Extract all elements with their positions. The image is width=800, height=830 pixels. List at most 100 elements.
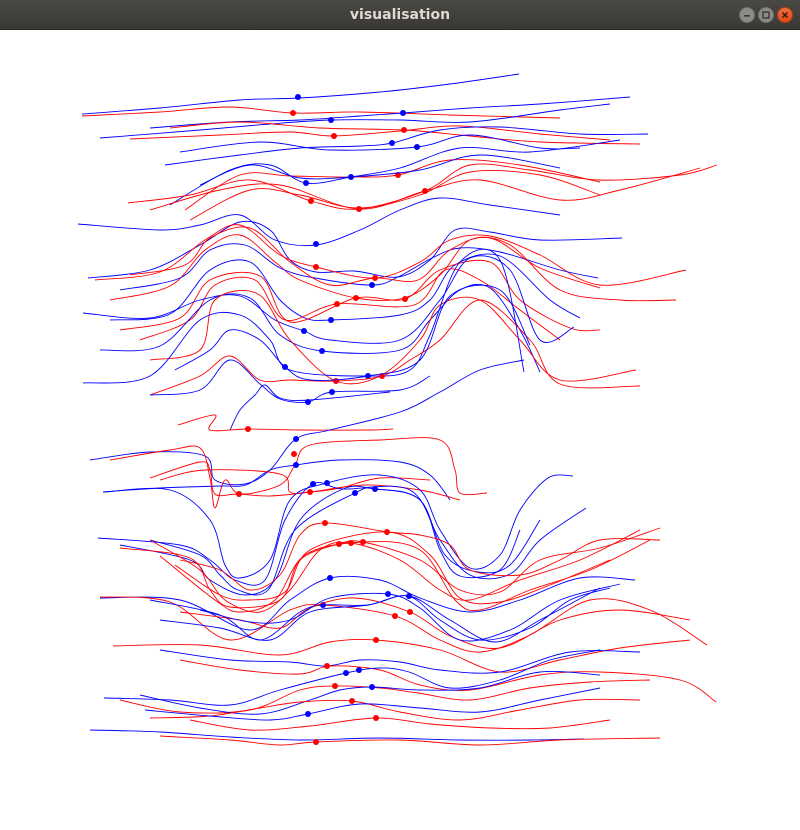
red-marker (307, 489, 313, 495)
blue-marker (282, 364, 288, 370)
red-curve-4 (129, 125, 611, 141)
blue-curve-7 (179, 134, 581, 153)
blue-marker (328, 317, 334, 323)
blue-marker (295, 94, 301, 100)
blue-marker (389, 140, 395, 146)
window-titlebar[interactable]: visualisation (0, 0, 800, 30)
blue-curve-57 (139, 671, 601, 715)
red-marker (245, 426, 251, 432)
red-marker (332, 683, 338, 689)
red-marker (422, 188, 428, 194)
blue-curve-6 (164, 126, 649, 166)
blue-marker (348, 174, 354, 180)
blue-marker (372, 486, 378, 492)
blue-curve-29 (149, 359, 431, 403)
blue-curve-0 (81, 73, 520, 115)
red-marker (356, 206, 362, 212)
blue-curve-50 (199, 583, 621, 642)
blue-marker (400, 110, 406, 116)
blue-curve-37 (103, 474, 574, 579)
red-marker (324, 663, 330, 669)
red-curve-44 (159, 539, 651, 613)
red-marker (392, 613, 398, 619)
window-title: visualisation (349, 7, 451, 23)
red-marker (384, 529, 390, 535)
blue-curve-38 (97, 481, 587, 586)
blue-marker (293, 462, 299, 468)
red-curve-17 (109, 234, 677, 302)
red-curve-45 (174, 531, 611, 605)
close-button[interactable] (777, 7, 793, 23)
blue-curve-34 (102, 459, 451, 501)
red-marker (373, 715, 379, 721)
blue-marker (329, 389, 335, 395)
red-marker (334, 301, 340, 307)
red-marker (308, 198, 314, 204)
red-curve-60 (189, 717, 611, 731)
blue-curve-55 (103, 649, 601, 706)
red-marker (331, 133, 337, 139)
close-icon (781, 11, 789, 19)
red-marker (401, 127, 407, 133)
blue-marker (303, 180, 309, 186)
blue-curve-14 (77, 197, 561, 247)
red-curve-22 (119, 259, 601, 332)
blue-marker (352, 490, 358, 496)
blue-marker (313, 241, 319, 247)
blue-curve-61 (89, 729, 585, 741)
blue-curve-46 (99, 575, 636, 631)
red-curve-13 (189, 170, 601, 221)
red-curve-52 (112, 638, 691, 673)
blue-curve-3 (99, 103, 611, 139)
blue-marker (319, 348, 325, 354)
blue-curve-40 (119, 485, 541, 596)
red-curve-41 (179, 522, 661, 591)
red-curve-11 (127, 163, 718, 210)
red-marker (360, 539, 366, 545)
red-curve-9 (184, 159, 601, 211)
red-marker (291, 451, 297, 457)
curve-plot (77, 73, 718, 746)
red-marker (313, 264, 319, 270)
minimize-button[interactable] (739, 7, 755, 23)
red-curve-1 (81, 106, 561, 119)
blue-curve-23 (82, 255, 575, 344)
red-marker (407, 609, 413, 615)
red-marker (349, 698, 355, 704)
red-marker (313, 739, 319, 745)
blue-curve-51 (159, 587, 601, 643)
red-curve-47 (99, 596, 708, 653)
red-curve-62 (159, 735, 661, 746)
blue-marker (293, 436, 299, 442)
blue-curve-48 (149, 587, 611, 641)
red-curve-36 (159, 469, 431, 494)
blue-marker (305, 711, 311, 717)
blue-curve-26 (82, 248, 525, 384)
blue-marker (327, 575, 333, 581)
visualisation-canvas[interactable] (0, 30, 800, 830)
blue-marker (414, 144, 420, 150)
red-curve-49 (179, 597, 691, 649)
blue-curve-24 (99, 283, 541, 373)
red-curve-58 (149, 698, 641, 721)
maximize-button[interactable] (758, 7, 774, 23)
red-marker (290, 110, 296, 116)
red-curve-19 (129, 226, 601, 289)
blue-marker (385, 591, 391, 597)
red-marker (322, 520, 328, 526)
red-curve-54 (179, 659, 717, 703)
red-curve-21 (139, 268, 561, 341)
blue-curve-8 (169, 139, 621, 206)
blue-marker (310, 481, 316, 487)
blue-marker (369, 282, 375, 288)
blue-curve-53 (159, 649, 641, 674)
blue-marker (301, 328, 307, 334)
red-marker (373, 637, 379, 643)
blue-curve-39 (149, 487, 521, 596)
red-curve-35 (149, 461, 461, 501)
red-marker (402, 296, 408, 302)
minimize-icon (744, 15, 750, 17)
blue-marker (369, 684, 375, 690)
maximize-icon (762, 11, 770, 19)
blue-marker (328, 117, 334, 123)
